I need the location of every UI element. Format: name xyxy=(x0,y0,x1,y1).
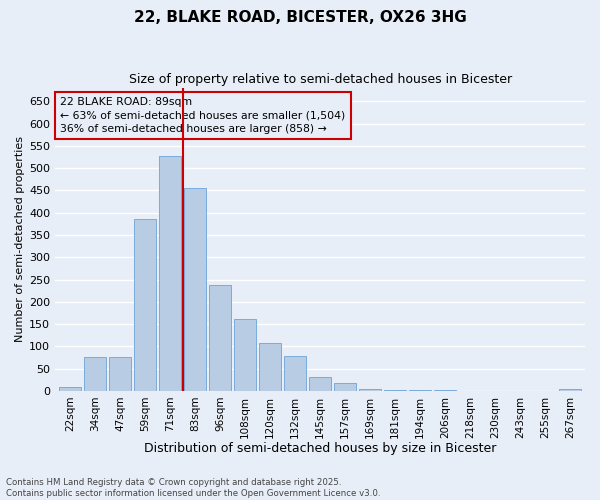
Bar xyxy=(384,390,406,391)
Bar xyxy=(184,188,206,391)
Bar xyxy=(259,343,281,391)
Bar xyxy=(159,156,181,391)
Bar xyxy=(84,357,106,391)
Bar xyxy=(109,357,131,391)
Title: Size of property relative to semi-detached houses in Bicester: Size of property relative to semi-detach… xyxy=(128,72,512,86)
Bar xyxy=(559,388,581,391)
Bar xyxy=(284,356,307,391)
X-axis label: Distribution of semi-detached houses by size in Bicester: Distribution of semi-detached houses by … xyxy=(144,442,496,455)
Bar xyxy=(334,384,356,391)
Bar xyxy=(359,388,382,391)
Bar xyxy=(134,218,157,391)
Y-axis label: Number of semi-detached properties: Number of semi-detached properties xyxy=(15,136,25,342)
Text: 22, BLAKE ROAD, BICESTER, OX26 3HG: 22, BLAKE ROAD, BICESTER, OX26 3HG xyxy=(134,10,466,25)
Text: 22 BLAKE ROAD: 89sqm
← 63% of semi-detached houses are smaller (1,504)
36% of se: 22 BLAKE ROAD: 89sqm ← 63% of semi-detac… xyxy=(61,97,346,134)
Bar xyxy=(59,388,82,391)
Bar xyxy=(309,378,331,391)
Bar xyxy=(234,318,256,391)
Text: Contains HM Land Registry data © Crown copyright and database right 2025.
Contai: Contains HM Land Registry data © Crown c… xyxy=(6,478,380,498)
Bar xyxy=(209,285,232,391)
